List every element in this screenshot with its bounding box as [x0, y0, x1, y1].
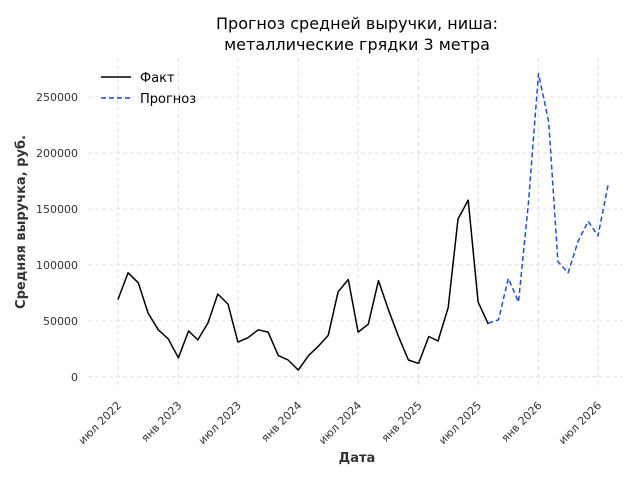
y-tick-label: 150000 [36, 203, 78, 216]
chart-title-line-1: Прогноз средней выручки, ниша: [216, 14, 498, 33]
legend: Факт Прогноз [101, 71, 196, 107]
y-tick-label: 200000 [36, 147, 78, 160]
x-tick-label: янв 2023 [139, 399, 185, 445]
chart-title-line-2: металлические грядки 3 метра [224, 35, 490, 54]
x-tick-label: янв 2026 [499, 399, 545, 445]
legend-label-fact: Факт [140, 71, 175, 86]
y-tick-label: 50000 [43, 315, 78, 328]
x-tick-label: июл 2025 [436, 399, 484, 447]
x-tick-label: янв 2025 [379, 399, 425, 445]
y-tick-label: 250000 [36, 91, 78, 104]
series-line-fact [117, 199, 489, 371]
y-tick-label: 0 [71, 371, 78, 384]
x-tick-label: июл 2022 [76, 399, 124, 447]
series-line-forecast [488, 72, 609, 324]
x-axis-ticks: июл 2022 янв 2023 июл 2023 янв 2024 июл 2024… [76, 399, 604, 447]
y-tick-label: 100000 [36, 259, 78, 272]
y-axis-ticks: 0 50000 100000 150000 200000 250000 [36, 91, 78, 384]
x-tick-label: янв 2024 [259, 399, 305, 445]
x-tick-label: июл 2023 [196, 399, 244, 447]
series-lines [117, 72, 609, 371]
y-axis-label: Средняя выручка, руб. [14, 135, 29, 309]
x-tick-label: июл 2024 [316, 399, 364, 447]
x-axis-label: Дата [339, 451, 376, 466]
x-tick-label: июл 2026 [556, 399, 604, 447]
legend-label-forecast: Прогноз [140, 92, 196, 107]
